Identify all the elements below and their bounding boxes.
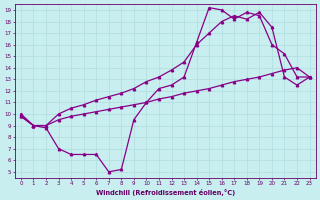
X-axis label: Windchill (Refroidissement éolien,°C): Windchill (Refroidissement éolien,°C) <box>96 189 235 196</box>
